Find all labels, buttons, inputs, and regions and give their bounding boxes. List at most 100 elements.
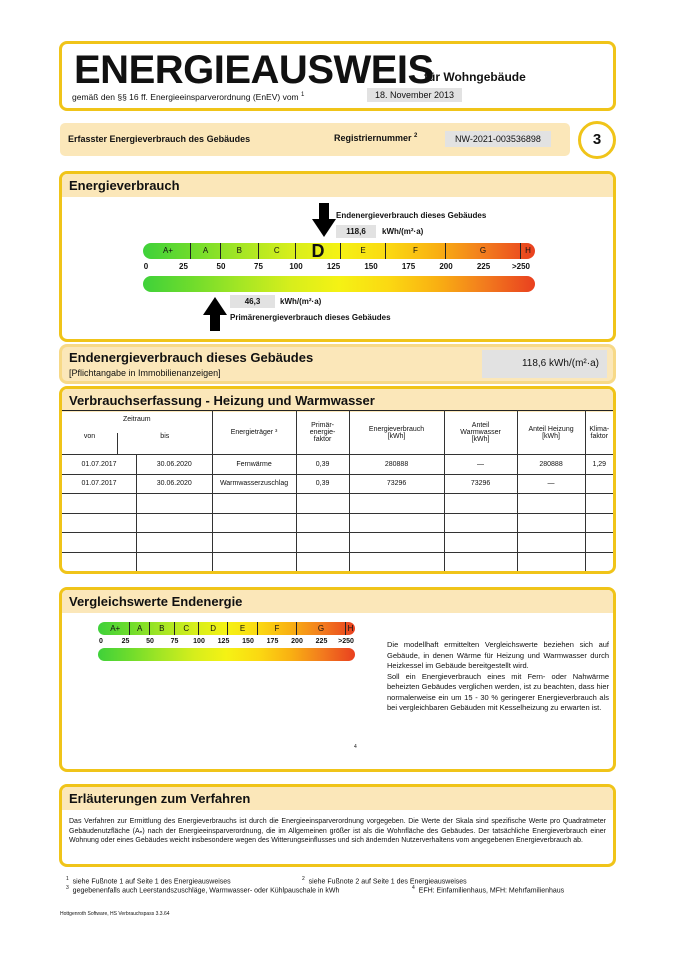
table-cell: [516, 493, 586, 514]
registration-label: Registriernummer 2: [334, 133, 417, 143]
footnote-3-text: gegebenenfalls auch Leerstandszuschläge,…: [72, 887, 340, 895]
footnote-3: 3 gegebenenfalls auch Leerstandszuschläg…: [66, 885, 340, 895]
explanation-heading: Erläuterungen zum Verfahren: [62, 787, 613, 810]
energy-class-E: E: [228, 622, 258, 635]
table-cell: [136, 532, 213, 553]
primary-energy-arrow-icon: [203, 297, 228, 331]
table-cell: 30.06.2020: [136, 473, 213, 494]
energy-class-B: B: [221, 243, 259, 259]
info-label: Erfasster Energieverbrauch des Gebäudes: [68, 134, 251, 144]
table-cell: [295, 551, 350, 571]
enev-date: 18. November 2013: [367, 88, 463, 102]
hot-water-header: Anteil Warmwasser [kWh]: [443, 410, 518, 455]
footnote-ref: 4: [354, 744, 357, 750]
consumption-section: Verbrauchserfassung - Heizung und Warmwa…: [59, 386, 616, 574]
table-row: [62, 551, 613, 571]
table-cell: 0,39: [295, 473, 350, 494]
scale-tick-label: 50: [216, 262, 226, 271]
scale-tick-label: 225: [476, 262, 491, 271]
scale-tick-label: 200: [291, 638, 303, 645]
energy-class-C: C: [175, 622, 199, 635]
scale-tick-label: 50: [146, 638, 154, 645]
gradient-bar: [143, 276, 535, 292]
period-label: Zeitraum: [122, 416, 151, 423]
table-cell: [584, 493, 613, 514]
explanation-text: Das Verfahren zur Ermittlung des Energie…: [69, 818, 606, 844]
class-scale-bar: A+ A B C D E F G H: [143, 243, 535, 259]
table-cell: 01.07.2017: [62, 473, 138, 494]
table-cell: [211, 532, 297, 553]
scale-tick-label: 175: [401, 262, 416, 271]
footnote-ref: 2: [414, 133, 418, 139]
table-cell: [211, 512, 297, 533]
primary-energy-unit: kWh/(m²·a): [280, 297, 322, 306]
summary-note: [Pflichtangabe in Immobilienanzeigen]: [69, 368, 221, 378]
energy-class-Aplus: A+: [146, 243, 191, 259]
comparison-text: Die modellhaft ermittelten Vergleichswer…: [387, 640, 609, 712]
energy-class-Aplus: A+: [101, 622, 131, 635]
scale-tick-label: 125: [217, 638, 230, 645]
document-subtitle: für Wohngebäude: [424, 70, 526, 84]
gradient-bar: [98, 648, 355, 661]
climate-header: Klima- faktor: [584, 410, 613, 455]
table-cell: 280888: [348, 454, 445, 475]
table-cell: [136, 512, 213, 533]
scale-tick-label: >250: [338, 638, 354, 645]
scale-tick-label: 200: [439, 262, 453, 271]
energy-class-C: C: [259, 243, 296, 259]
table-cell: [136, 551, 213, 571]
table-cell: —: [516, 473, 586, 494]
table-cell: [584, 532, 613, 553]
table-row: 01.07.2017 30.06.2020 Fernwärme 0,39 280888—…: [62, 454, 613, 475]
footnote-ref: 1: [301, 92, 305, 99]
table-cell: [443, 512, 518, 533]
document-title: ENERGIEAUSWEIS: [74, 48, 434, 92]
table-cell: [443, 532, 518, 553]
table-cell: [443, 493, 518, 514]
summary-section: Endenergieverbrauch dieses Gebäudes [Pfl…: [59, 344, 616, 384]
table-cell: [584, 473, 613, 494]
table-cell: [516, 532, 586, 553]
table-cell: [295, 512, 350, 533]
header-box: ENERGIEAUSWEIS für Wohngebäude gemäß den…: [59, 41, 616, 111]
scale-tick-label: 100: [289, 262, 303, 271]
summary-label: Endenergieverbrauch dieses Gebäudes: [69, 350, 314, 365]
scale-tick-label: 75: [254, 262, 263, 271]
energy-heading: Energieverbrauch: [62, 174, 613, 197]
table-cell: —: [443, 454, 518, 475]
scale-tick-label: 150: [364, 262, 378, 271]
table-cell: [516, 512, 586, 533]
energy-class-G: G: [297, 622, 346, 635]
scale-tick-label: 175: [266, 638, 279, 645]
consumption-table: Zeitraum von bis Energieträger ³ Primär-…: [62, 410, 613, 571]
footnote-2-text: siehe Fußnote 2 auf Seite 1 des Energiea…: [308, 878, 467, 886]
table-cell: 73296: [348, 473, 445, 494]
factor-header: Primär- energie- faktor: [295, 410, 350, 455]
software-credit: Hottgenroth Software, HS Verbrauchspass …: [60, 911, 170, 917]
to-header: bis: [118, 433, 212, 440]
table-cell: Warmwasserzuschlag: [211, 473, 297, 494]
consumption-heading: Verbrauchserfassung - Heizung und Warmwa…: [62, 389, 613, 412]
from-label: von: [83, 433, 96, 440]
table-row: [62, 532, 613, 553]
energy-class-D: D: [199, 622, 229, 635]
table-row: [62, 512, 613, 533]
comparison-section: Vergleichswerte Endenergie Die modellhaf…: [59, 587, 616, 772]
table-cell: [584, 512, 613, 533]
table-cell: Fernwärme: [211, 454, 297, 475]
table-cell: 0,39: [295, 454, 350, 475]
table-cell: [348, 551, 445, 571]
period-header: Zeitraum von bis: [62, 410, 213, 455]
table-cell: [136, 493, 213, 514]
energy-class-F: F: [258, 622, 297, 635]
end-energy-value: 118,6: [336, 225, 376, 238]
scale-tick-label: 0: [99, 638, 103, 645]
footnote-4-text: EFH: Einfamilienhaus, MFH: Mehrfamilienh…: [418, 887, 565, 895]
comparison-heading: Vergleichswerte Endenergie: [62, 590, 613, 613]
table-cell: 280888: [516, 454, 586, 475]
table-cell: [348, 512, 445, 533]
page-number-badge: 3: [578, 121, 616, 159]
primary-energy-label: Primärenergieverbrauch dieses Gebäudes: [230, 313, 391, 322]
from-header: von: [62, 433, 118, 455]
energy-class-E: E: [341, 243, 386, 259]
